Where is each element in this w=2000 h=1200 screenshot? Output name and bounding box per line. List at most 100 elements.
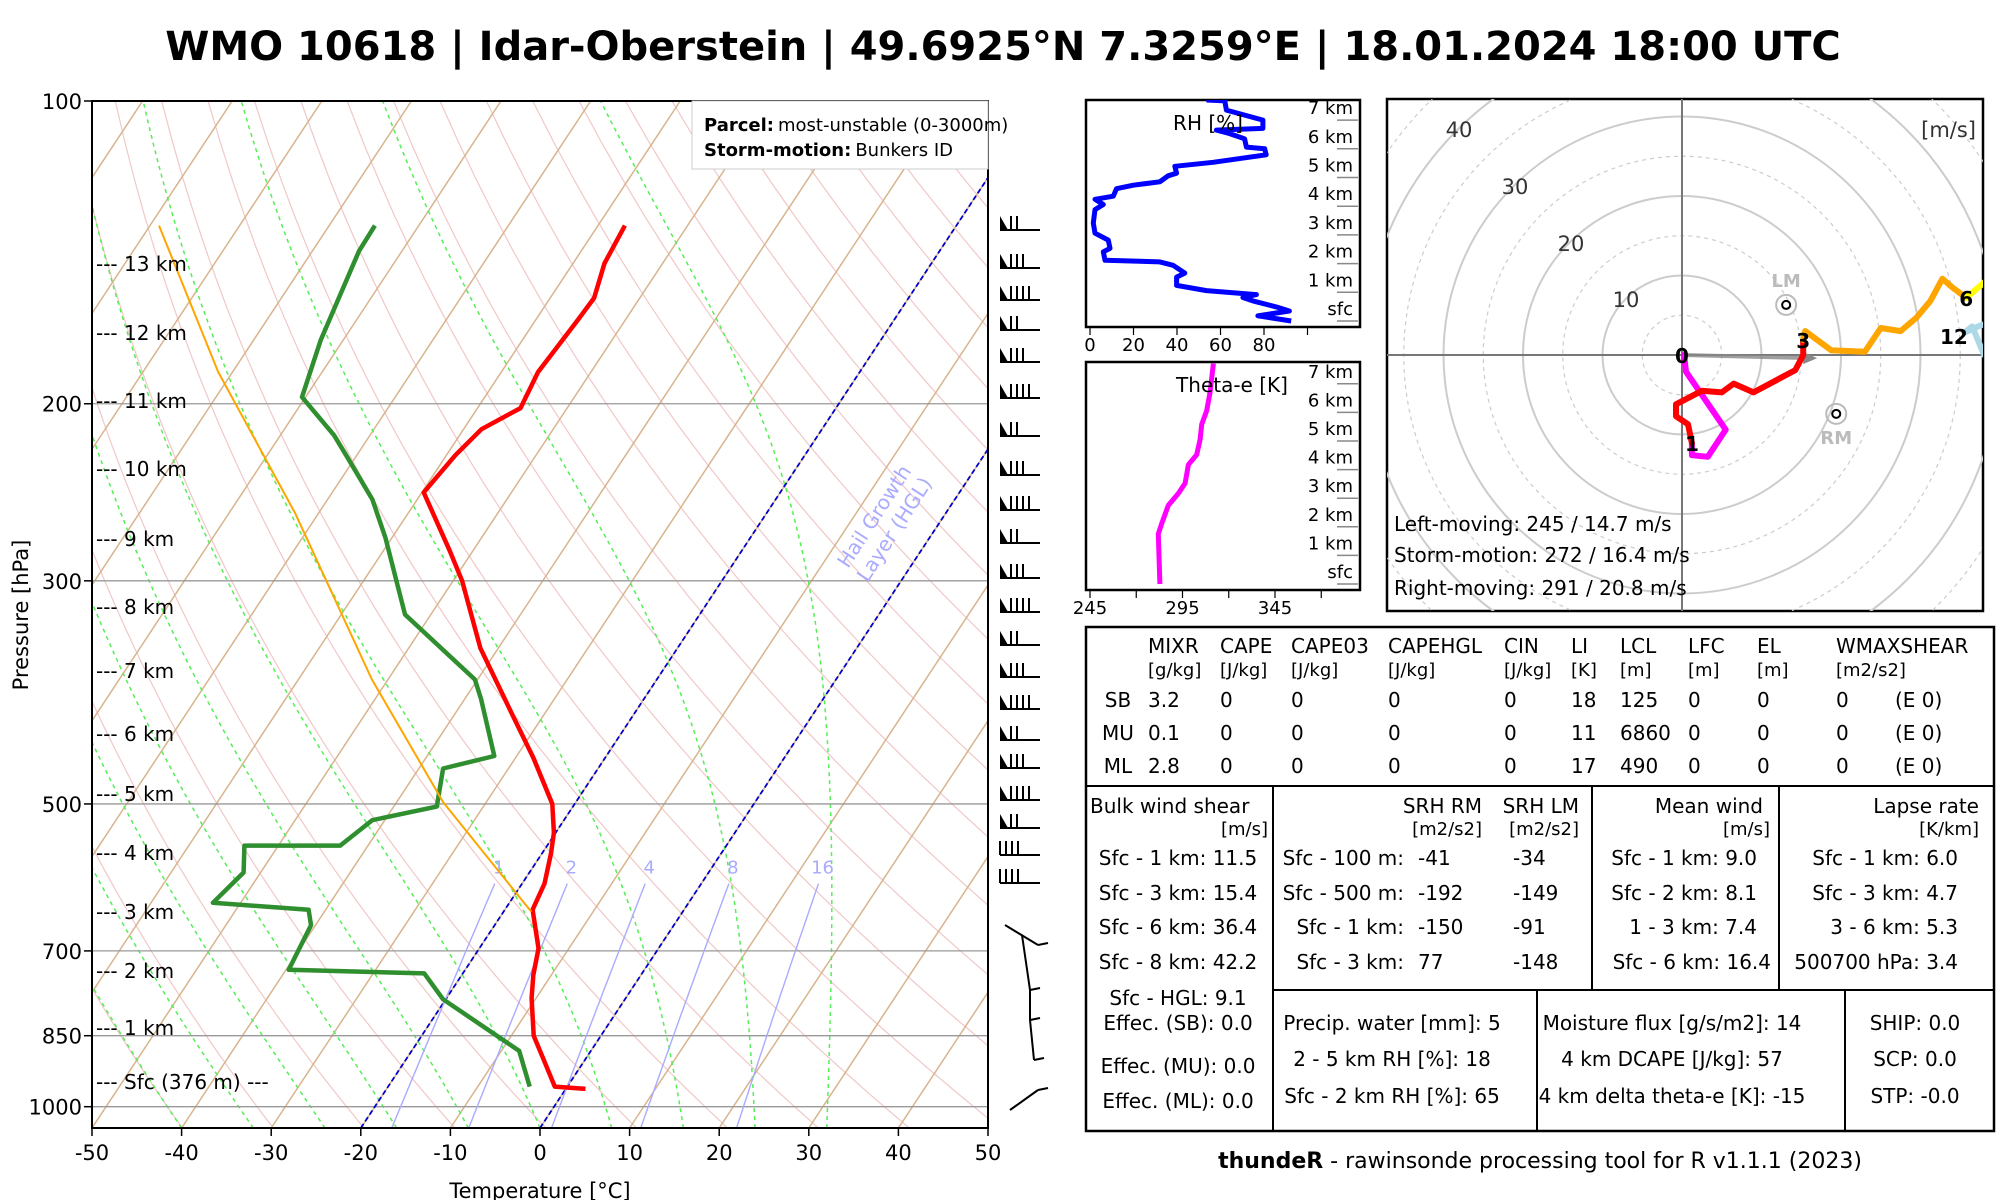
- hodograph-plot: 0 1 3 6 12 LM RM: [1387, 99, 1983, 611]
- moist-adiabat: [240, 101, 685, 1128]
- mean-wind-row: Sfc - 6 km: 16.4: [1613, 950, 1771, 974]
- barb-line: [1033, 1057, 1045, 1061]
- table-unit: [m]: [1688, 660, 1720, 681]
- wind-barb: [1000, 254, 1040, 269]
- table-cell: 0: [1836, 754, 1849, 778]
- panel-plot: [1155, 363, 1216, 585]
- x-tick-label: 10: [616, 1141, 643, 1165]
- moisture-row: 2 - 5 km RH [%]: 18: [1293, 1047, 1491, 1071]
- hodograph-segment: [1961, 321, 1983, 358]
- barb-pennant: [1000, 384, 1008, 398]
- table-cell: 0: [1504, 688, 1517, 712]
- legend-box: [691, 100, 989, 170]
- table-cell: 0: [1220, 688, 1233, 712]
- srh-rm-value: -150: [1418, 915, 1463, 939]
- wind-barb: [1000, 461, 1040, 476]
- mixing-ratio-line: [468, 883, 568, 1128]
- bulk-shear-row: Effec. (SB): 0.0: [1103, 1011, 1252, 1035]
- dry-adiabat: [624, 101, 988, 576]
- dry-adiabat: [92, 987, 183, 1128]
- wind-barb: [1000, 598, 1040, 613]
- dry-adiabat: [346, 101, 988, 976]
- x-tick-label: -10: [433, 1141, 467, 1165]
- x-tick-label: 0: [1084, 335, 1095, 356]
- footer-text: - rawinsonde processing tool for R v1.1.…: [1323, 1149, 1862, 1174]
- panel-frame: [1084, 98, 1362, 329]
- table-cell: 0: [1388, 688, 1401, 712]
- mean-wind-row: Sfc - 1 km: 9.0: [1611, 846, 1757, 870]
- height-label: --- 1 km: [96, 1016, 174, 1040]
- table-header: CIN: [1504, 634, 1539, 658]
- height-label: --- 11 km: [96, 389, 187, 413]
- table-header: WMAXSHEAR: [1836, 634, 1968, 658]
- table-cell: (E 0): [1895, 721, 1942, 745]
- mixing-ratio-label: 8: [727, 858, 738, 879]
- dry-adiabat: [161, 101, 819, 1128]
- storm-motion-marker-center: [1781, 299, 1792, 310]
- lapse-rate-title: Lapse rate: [1873, 794, 1979, 818]
- barb-pennant: [1000, 754, 1008, 768]
- y-tick-label: 200: [42, 393, 82, 417]
- table-cell: 18: [1571, 688, 1596, 712]
- page-title: WMO 10618 | Idar-Oberstein | 49.6925°N 7…: [165, 24, 1841, 71]
- table-cell: 11: [1571, 721, 1596, 745]
- isotherm: [92, 101, 771, 1128]
- wind-barb: [999, 869, 1040, 884]
- mean-wind-arrowhead: [1803, 352, 1818, 365]
- barb-line: [1037, 1087, 1049, 1091]
- isotherm: [180, 101, 861, 1128]
- bulk-shear-unit: [m/s]: [1221, 819, 1268, 840]
- table-cell: 0: [1688, 688, 1701, 712]
- table-cell: 0: [1291, 688, 1304, 712]
- dry-adiabat: [485, 101, 988, 771]
- height-label: 2 km: [1308, 505, 1353, 526]
- height-marker-label: 1: [1685, 432, 1699, 456]
- bulk-shear-row: Sfc - 3 km: 15.4: [1099, 881, 1257, 905]
- moisture-flux-row: Moisture flux [g/s/m2]: 14: [1543, 1011, 1802, 1035]
- moisture-flux-row: 4 km DCAPE [J/kg]: 57: [1561, 1047, 1783, 1071]
- storm-motion-marker: [1775, 293, 1798, 316]
- isotherm: [92, 101, 323, 451]
- barb-pennant: [1000, 786, 1008, 800]
- height-label: 3 km: [1308, 213, 1353, 234]
- x-tick-label: 345: [1258, 598, 1292, 619]
- table-header: LFC: [1688, 634, 1725, 658]
- height-label: 7 km: [1308, 98, 1353, 119]
- index-row: STP: -0.0: [1870, 1084, 1959, 1108]
- storm-motion-text: Left-moving: 245 / 14.7 m/s: [1394, 512, 1672, 536]
- table-unit: [J/kg]: [1291, 660, 1338, 681]
- x-tick-label: 50: [975, 1141, 1002, 1165]
- mixing-ratio-label: 2: [566, 858, 577, 879]
- wind-barb: [1000, 814, 1040, 829]
- dry-adiabat: [92, 385, 547, 1128]
- barb-pennant: [1000, 726, 1008, 740]
- x-tick-label: -20: [344, 1141, 378, 1165]
- x-tick-label: 40: [885, 1141, 912, 1165]
- bulk-shear-row: Sfc - 1 km: 11.5: [1099, 846, 1257, 870]
- table-unit: [g/kg]: [1148, 660, 1201, 681]
- wind-barb: [1000, 726, 1040, 741]
- index-row: SHIP: 0.0: [1870, 1011, 1961, 1035]
- mixing-ratio-label: 4: [643, 858, 654, 879]
- wind-barb: [1000, 316, 1040, 331]
- right_mover-label: RM: [1820, 428, 1852, 449]
- height-label: 6 km: [1308, 390, 1353, 411]
- legend-parcel-label: Parcel:: [704, 115, 774, 136]
- y-tick-label: 850: [42, 1025, 82, 1049]
- wind-barb: [1000, 496, 1040, 511]
- table-cell: 0: [1388, 721, 1401, 745]
- dry-adiabat: [92, 699, 365, 1128]
- x-tick-label: 295: [1165, 598, 1199, 619]
- y-tick-label: 1000: [29, 1096, 82, 1120]
- storm-motion-marker: [1825, 402, 1848, 425]
- legend-storm: Storm-motion: Bunkers ID: [704, 140, 953, 161]
- moist-adiabat: [92, 600, 398, 1128]
- height-label: --- Sfc (376 m) ---: [96, 1070, 269, 1094]
- srh-row-label: Sfc - 1 km:: [1296, 915, 1404, 939]
- barb-pennant: [1000, 663, 1008, 677]
- barb-staff: [1029, 1019, 1035, 1061]
- wind-barb: [1000, 663, 1040, 678]
- x-tick-label: 20: [706, 1141, 733, 1165]
- x-tick-label: -50: [75, 1141, 109, 1165]
- barb-pennant: [1000, 216, 1008, 230]
